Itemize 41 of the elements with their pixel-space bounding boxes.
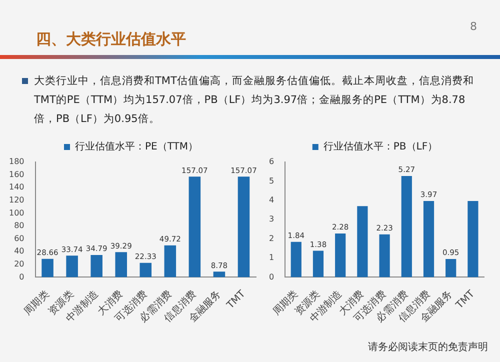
bar <box>213 272 226 278</box>
bar <box>238 176 250 278</box>
bar <box>66 256 78 278</box>
bar <box>423 200 434 278</box>
bar <box>140 262 152 278</box>
y-tick-label: 100 <box>8 208 24 218</box>
y-tick-label: 4 <box>268 195 274 204</box>
y-tick-label: 3 <box>268 214 274 224</box>
bar <box>446 258 456 278</box>
bar <box>290 242 302 278</box>
legend-label: 行业估值水平：PE（TTM） <box>74 140 198 153</box>
bar <box>401 176 412 278</box>
bar <box>115 252 127 278</box>
y-tick-label: 0 <box>19 272 24 282</box>
bar <box>379 234 390 278</box>
y-tick-label: 160 <box>8 170 24 179</box>
text: 四、大类行业估值水平 <box>36 30 186 49</box>
bar <box>335 233 346 278</box>
bar <box>42 258 54 278</box>
bar <box>164 245 176 278</box>
y-tick-label: 2 <box>268 234 274 243</box>
y-tick-label: 6 <box>268 157 274 166</box>
y-tick-label: 40 <box>14 246 24 256</box>
text: 大类行业中，信息消费和TMT估值偏高，而金融服务估值偏低。截止本周收盘，信息消费和TMT的PE（TTM）均为157.07倍，PB（LF）均为3.97倍；金融服务的PE（TTM）为8.78倍，PB（LF）为0.95倍。 <box>34 75 474 125</box>
y-tick-label: 140 <box>8 182 24 192</box>
legend-label: 行业估值水平：PB（LF） <box>323 140 438 153</box>
y-tick-label: 1 <box>268 253 274 262</box>
bar <box>468 200 478 278</box>
y-tick-label: 20 <box>14 260 24 269</box>
y-tick-label: 5 <box>268 176 274 186</box>
text: 8 <box>470 20 477 33</box>
bar <box>357 206 368 278</box>
y-tick-label: 60 <box>14 234 24 243</box>
bar <box>188 176 201 278</box>
y-tick-label: 120 <box>8 195 24 204</box>
y-tick-label: 80 <box>14 221 24 230</box>
y-tick-label: 180 <box>8 157 24 166</box>
y-tick-label: 0 <box>268 272 274 282</box>
text: 请务必阅读末页的免责声明 <box>368 340 488 354</box>
bar <box>312 250 324 278</box>
bar <box>90 254 102 278</box>
